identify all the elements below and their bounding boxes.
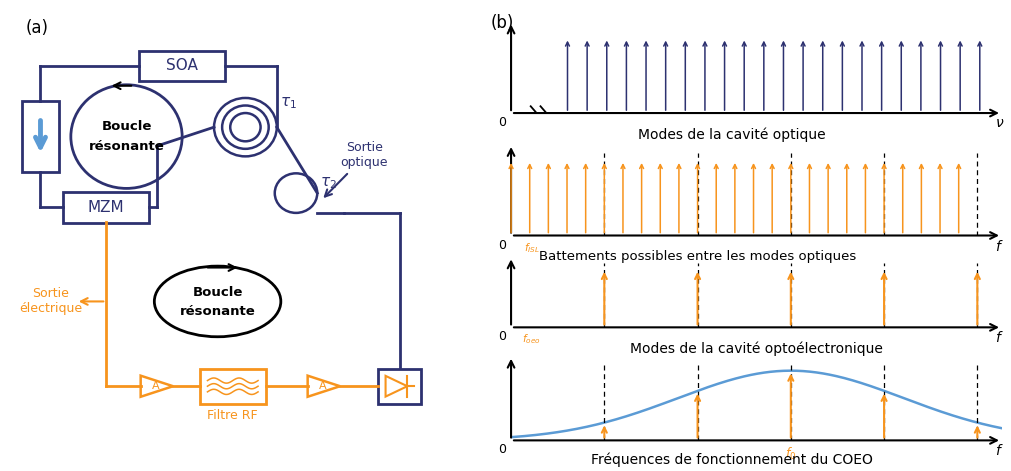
Text: Battements possibles entre les modes optiques: Battements possibles entre les modes opt…	[539, 250, 855, 263]
Text: $\tau_2$: $\tau_2$	[319, 175, 337, 191]
Text: $f$: $f$	[994, 443, 1003, 458]
Text: Modes de la cavité optoélectronique: Modes de la cavité optoélectronique	[630, 341, 882, 356]
Text: Boucle: Boucle	[192, 286, 243, 300]
Text: Sortie
électrique: Sortie électrique	[19, 287, 82, 316]
Text: A: A	[318, 381, 326, 391]
Text: 0: 0	[497, 116, 506, 129]
Text: $f$: $f$	[994, 238, 1003, 253]
FancyBboxPatch shape	[378, 368, 421, 404]
Polygon shape	[141, 376, 173, 397]
Text: 0: 0	[497, 238, 506, 252]
Text: $f$: $f$	[994, 330, 1003, 345]
Text: $f_0$: $f_0$	[785, 446, 796, 462]
Text: SOA: SOA	[166, 58, 198, 73]
FancyBboxPatch shape	[63, 192, 150, 223]
Text: 0: 0	[497, 443, 506, 456]
Text: $\tau_1$: $\tau_1$	[279, 95, 296, 111]
Text: A: A	[152, 381, 159, 391]
Text: $f_{oeo}$: $f_{oeo}$	[522, 333, 541, 346]
FancyBboxPatch shape	[140, 50, 225, 81]
Text: Fréquences de fonctionnement du COEO: Fréquences de fonctionnement du COEO	[590, 452, 872, 467]
Text: résonante: résonante	[89, 140, 164, 154]
Text: 0: 0	[497, 330, 506, 343]
FancyBboxPatch shape	[21, 101, 60, 172]
Text: Boucle: Boucle	[101, 120, 152, 133]
Text: résonante: résonante	[180, 305, 255, 318]
Text: $\nu$: $\nu$	[994, 116, 1003, 130]
Text: Filtre RF: Filtre RF	[207, 409, 258, 422]
Text: $f_{ISL}$: $f_{ISL}$	[523, 241, 539, 254]
Text: MZM: MZM	[88, 200, 124, 215]
Text: (b): (b)	[490, 14, 514, 32]
Polygon shape	[307, 376, 340, 397]
FancyBboxPatch shape	[200, 368, 265, 404]
Text: (a): (a)	[25, 19, 49, 37]
Polygon shape	[385, 376, 406, 397]
Text: Sortie
optique: Sortie optique	[341, 141, 387, 170]
Text: Modes de la cavité optique: Modes de la cavité optique	[638, 127, 825, 142]
